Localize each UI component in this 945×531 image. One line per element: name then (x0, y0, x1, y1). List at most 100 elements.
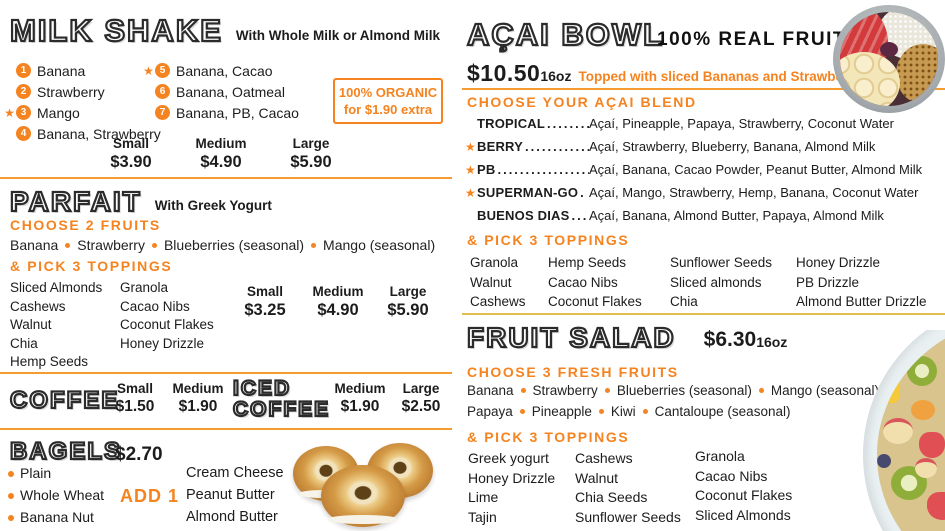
menu-item: ★ 5 Banana, Cacao (142, 60, 299, 81)
section-divider (0, 372, 452, 374)
blend-row: ★ PB.................... Açaí, Banana, C… (465, 162, 922, 185)
blend-desc: Açaí, Banana, Almond Butter, Papaya, Alm… (589, 208, 884, 223)
strawberry-piece (927, 492, 945, 520)
blueberry-piece (917, 330, 932, 335)
item-number-badge: 5 (155, 63, 170, 78)
organic-line1: 100% ORGANIC (338, 85, 438, 100)
topping-option: Honey Drizzle (796, 255, 881, 270)
topping-option: Coconut Flakes (548, 294, 642, 309)
size-label: Medium (172, 381, 224, 396)
bagel-image (321, 465, 405, 527)
bagel-variety: Plain (8, 465, 104, 487)
star-icon: ★ (465, 140, 476, 154)
size-label: Medium (312, 284, 364, 299)
item-label: Banana, Strawberry (37, 125, 161, 142)
star-icon: ★ (143, 63, 154, 78)
parfait-title: PARFAIT (9, 185, 142, 218)
topping-option: Granola (695, 448, 745, 464)
fruit-option: Pineapple (531, 404, 592, 419)
item-label: Banana, Cacao (176, 62, 273, 79)
mango-piece (877, 378, 899, 403)
kiwi-piece (907, 356, 937, 386)
pick-toppings-heading: & PICK 3 TOPPINGS (467, 429, 630, 445)
fruit-salad-size: 16oz (756, 334, 788, 350)
milkshake-section: MILK SHAKE With Whole Milk or Almond Mil… (4, 12, 455, 176)
bowl-contents (840, 12, 938, 106)
size-price: Large $2.50 (392, 381, 450, 416)
topping-option: Sliced Almonds (10, 280, 103, 295)
organic-line2: for $1.90 extra (343, 102, 433, 117)
size-label: Small (246, 284, 284, 299)
acai-topped-note: Topped with sliced Bananas and Strawberr… (578, 69, 862, 84)
size-price: Medium $1.90 (328, 381, 392, 416)
coffee-title: COFFEE (9, 387, 120, 414)
coffee-section: COFFEE Small $1.50 Medium $1.90 ICED COF… (0, 377, 455, 428)
size-label: Small (112, 136, 150, 151)
topping-option: Coconut Flakes (695, 487, 793, 503)
fruit-salad-price: $6.30 (703, 328, 757, 351)
blend-name: BUENOS DIAS (477, 208, 570, 223)
dot-leader: .............. (525, 139, 589, 154)
menu-item: 1 Banana (3, 60, 142, 81)
item-label: Banana, PB, Cacao (176, 104, 299, 121)
size-label: Large (292, 136, 330, 151)
size-price: Large $5.90 (373, 284, 443, 320)
topping-option: Chia (670, 294, 698, 309)
topping-option: Cacao Nibs (548, 274, 618, 290)
size-price: Medium $1.90 (166, 381, 230, 416)
bagel-variety-label: Whole Wheat (20, 487, 105, 503)
size-label: Small (116, 381, 154, 396)
item-number-badge: 3 (16, 105, 31, 120)
organic-badge: 100% ORGANIC for $1.90 extra (333, 78, 443, 124)
fruit-options-line2: Papaya Pineapple Kiwi Cantaloupe (seasonal) (467, 404, 790, 419)
blend-desc: Açaí, Banana, Cacao Powder, Peanut Butte… (589, 162, 923, 177)
topping-option: Sunflower Seeds (670, 255, 773, 270)
acai-section: AÇAI BOWL 100% REAL FRUIT $10.50 16oz To… (465, 16, 945, 314)
item-label: Strawberry (37, 83, 105, 100)
pick-toppings-heading: & PICK 3 TOPPINGS (10, 258, 173, 274)
topping-option: Walnut (470, 274, 512, 290)
apple-piece (883, 418, 913, 444)
fruit-option: Blueberries (seasonal) (616, 383, 752, 398)
topping-option: Hemp Seeds (10, 354, 89, 369)
price: $5.90 (290, 153, 332, 171)
size-label: Large (389, 284, 427, 299)
price: $3.25 (244, 301, 286, 319)
star-icon: ★ (465, 163, 476, 177)
bagels-price: $2.70 (115, 444, 163, 465)
topping-option: Sliced Almonds (695, 506, 791, 523)
topping-option: Cashews (575, 450, 633, 466)
parfait-subtitle: With Greek Yogurt (154, 198, 272, 213)
topping-option: Cacao Nibs (120, 298, 190, 314)
bagel-variety: Whole Wheat (8, 487, 104, 509)
blend-row: ★ SUPERMAN-GO. Açaí, Mango, Strawberry, … (465, 185, 922, 208)
fruit-option: Strawberry (532, 383, 598, 398)
fruit-option: Cantaloupe (seasonal) (654, 404, 791, 419)
blend-row: BUENOS DIAS... Açaí, Banana, Almond Butt… (465, 208, 922, 231)
banana-topping (840, 52, 900, 106)
bagels-photo (293, 438, 435, 530)
acai-price: $10.50 (467, 60, 541, 86)
choose-blend-heading: CHOOSE YOUR AÇAI BLEND (467, 94, 697, 110)
item-label: Banana, Oatmeal (176, 83, 285, 100)
size-price: Medium $4.90 (303, 284, 373, 320)
topping-option: Tajin (468, 508, 497, 525)
fruit-option: Kiwi (610, 404, 636, 419)
acai-tagline: 100% REAL FRUIT (657, 29, 846, 50)
milkshake-subtitle: With Whole Milk or Almond Milk (235, 28, 441, 43)
bagels-section: BAGELS $2.70 Plain Whole Wheat Banana Nu… (0, 436, 455, 531)
menu-item: ★ 3 Mango (3, 102, 142, 123)
item-number-badge: 2 (16, 84, 31, 99)
item-label: Banana (37, 62, 86, 79)
topping-option: Honey Drizzle (468, 469, 556, 486)
blend-name: BERRY (477, 139, 524, 154)
topping-option: Chia (10, 335, 38, 351)
price: $1.90 (340, 398, 380, 415)
section-divider (462, 313, 945, 315)
size-label: Medium (334, 381, 386, 396)
bullet-dot-icon (642, 408, 648, 414)
menu-item: 2 Strawberry (3, 81, 142, 102)
pick-toppings-heading: & PICK 3 TOPPINGS (467, 232, 630, 248)
bagels-title: BAGELS (9, 438, 123, 465)
spread-option: Almond Butter (186, 509, 278, 525)
